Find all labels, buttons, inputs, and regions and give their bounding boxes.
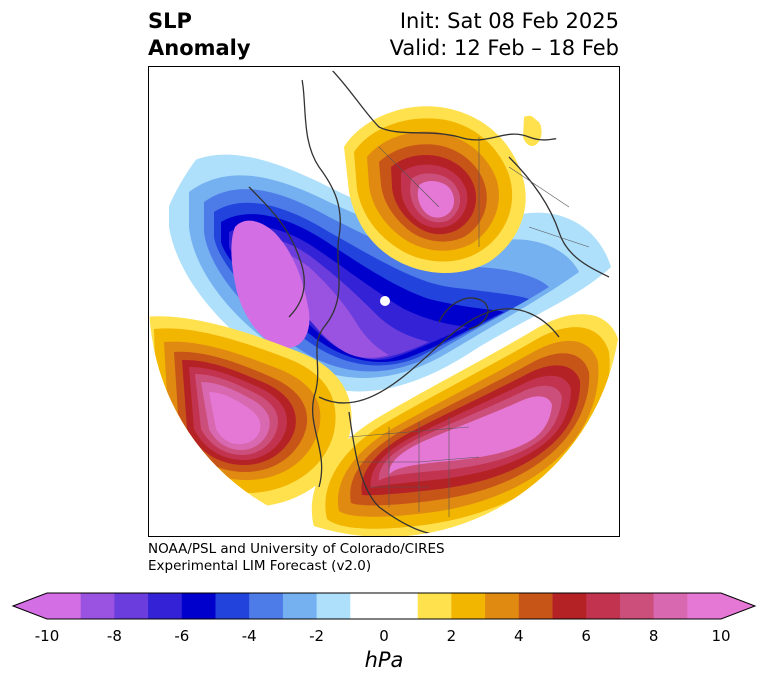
colorbar-outline — [11, 592, 757, 620]
colorbar-block — [653, 593, 688, 619]
colorbar-block — [451, 593, 486, 619]
colorbar-tick-label: 2 — [446, 627, 457, 645]
map-canvas — [149, 67, 619, 536]
credit-line-1: NOAA/PSL and University of Colorado/CIRE… — [148, 541, 445, 557]
north-pole-marker — [380, 296, 390, 306]
colorbar-max-arrow — [721, 593, 755, 619]
colorbar-block — [350, 593, 385, 619]
colorbar-tick-label: -10 — [34, 627, 60, 645]
colorbar-block — [249, 593, 284, 619]
title-line-2: Anomaly — [148, 36, 251, 60]
colorbar-block — [47, 593, 82, 619]
colorbar-tick-label: -2 — [309, 627, 325, 645]
colorbar-tick-label: -4 — [241, 627, 257, 645]
colorbar-block — [384, 593, 419, 619]
colorbar-block — [687, 593, 722, 619]
colorbar-block — [114, 593, 149, 619]
credit-line-2: Experimental LIM Forecast (v2.0) — [148, 558, 372, 574]
anomaly-map — [148, 66, 620, 537]
colorbar-block — [518, 593, 553, 619]
colorbar — [11, 592, 757, 620]
colorbar-block — [215, 593, 250, 619]
colorbar-block — [552, 593, 587, 619]
unit-label: hPa — [364, 648, 404, 672]
colorbar-tick-labels: -10 -8 -6 -4 -2 0 2 4 6 8 10 — [0, 627, 768, 647]
colorbar-block — [417, 593, 452, 619]
colorbar-block — [282, 593, 318, 619]
date-info: Init: Sat 08 Feb 2025 Valid: 12 Feb – 18… — [390, 8, 619, 62]
colorbar-tick-label: 6 — [581, 627, 591, 645]
colorbar-block — [316, 593, 351, 619]
colorbar-tick-label: 10 — [711, 627, 731, 645]
chart-title: SLP Anomaly — [148, 8, 251, 62]
colorbar-block — [586, 593, 621, 619]
colorbar-block — [80, 593, 115, 619]
colorbar-block — [485, 593, 520, 619]
colorbar-tick-label: -6 — [174, 627, 190, 645]
colorbar-min-arrow — [13, 593, 47, 619]
colorbar-tick-label: 8 — [648, 627, 659, 645]
credit: NOAA/PSL and University of Colorado/CIRE… — [148, 541, 445, 575]
small-positive-anomaly — [523, 115, 542, 146]
colorbar-block — [619, 593, 655, 619]
colorbar-tick-label: 4 — [514, 627, 524, 645]
title-line-1: SLP — [148, 9, 192, 33]
valid-range: Valid: 12 Feb – 18 Feb — [389, 36, 619, 60]
colorbar-block — [148, 593, 183, 619]
political-borders — [348, 137, 590, 517]
colorbar-blocks — [47, 593, 722, 619]
init-date: Init: Sat 08 Feb 2025 — [399, 9, 619, 33]
colorbar-tick-label: 0 — [379, 627, 389, 645]
positive-anomaly-siberia — [344, 106, 526, 274]
colorbar-block — [181, 593, 216, 619]
colorbar-tick-label: -8 — [106, 627, 122, 645]
